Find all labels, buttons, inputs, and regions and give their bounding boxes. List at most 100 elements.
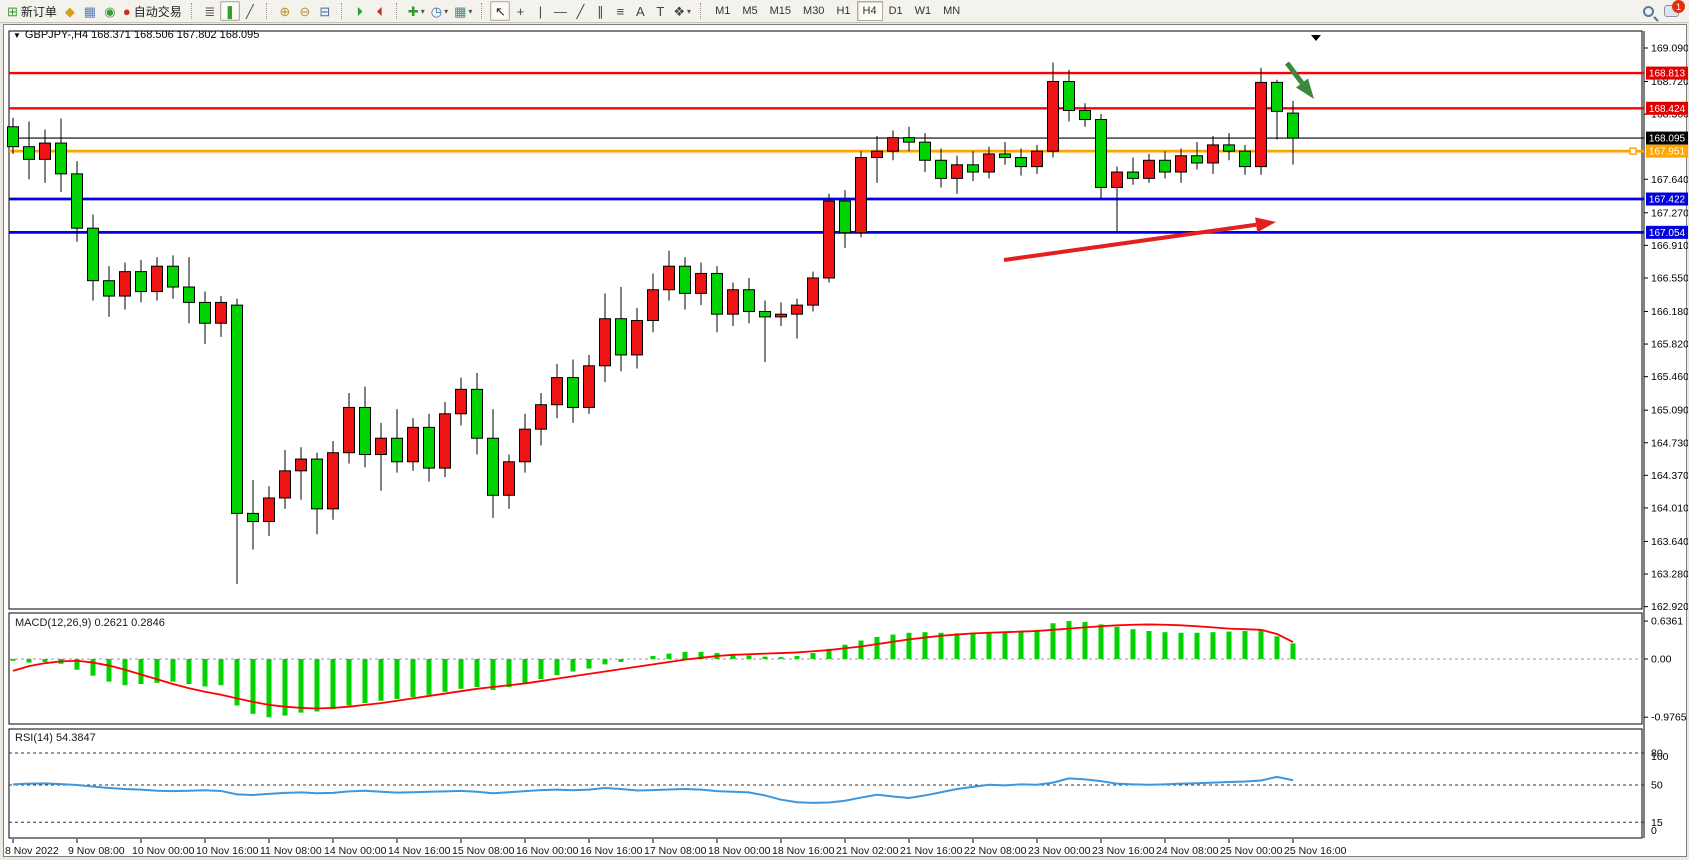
candle-body[interactable] <box>487 437 499 496</box>
candle-body[interactable] <box>167 265 179 288</box>
candle-body[interactable] <box>727 289 739 315</box>
candle-body[interactable] <box>39 142 51 160</box>
tile-windows-button[interactable]: ⊟ <box>315 1 335 21</box>
candle-body[interactable] <box>23 146 35 160</box>
line-chart-button[interactable]: ╱ <box>240 1 260 21</box>
candle-body[interactable] <box>455 388 467 415</box>
cursor-button[interactable]: ↖ <box>490 1 511 21</box>
candle-body[interactable] <box>423 426 435 469</box>
chevron-down-icon[interactable]: ▾ <box>420 6 425 16</box>
candle-body[interactable] <box>519 428 531 463</box>
zoom-out-button[interactable]: ⊖ <box>295 1 315 21</box>
candle-body[interactable] <box>439 413 451 469</box>
periods-button[interactable]: ◷ ▾ <box>428 1 451 21</box>
candle-body[interactable] <box>407 426 419 463</box>
candle-body[interactable] <box>1111 171 1123 188</box>
chat-icon[interactable]: 1 <box>1664 0 1685 17</box>
candle-body[interactable] <box>775 313 787 318</box>
candle-body[interactable] <box>887 137 899 152</box>
chart-shift-button[interactable]: ⏴ <box>370 1 390 21</box>
timeframe-w1[interactable]: W1 <box>914 5 932 17</box>
candle-body[interactable] <box>1143 159 1155 179</box>
timeframe-h4[interactable]: H4 <box>856 1 883 21</box>
candle-body[interactable] <box>567 377 579 408</box>
new-order-button[interactable]: ⊞ 新订单 <box>4 1 60 21</box>
trendline-button[interactable]: ╱ <box>570 1 590 21</box>
candle-body[interactable] <box>119 271 131 297</box>
candle-body[interactable] <box>135 271 147 293</box>
candle-body[interactable] <box>871 150 883 159</box>
candle-body[interactable] <box>263 497 275 523</box>
candle-body[interactable] <box>391 437 403 463</box>
navigator-button[interactable]: ◉ <box>100 1 120 21</box>
red-up-arrow-head[interactable] <box>1255 217 1276 233</box>
candle-body[interactable] <box>247 512 259 523</box>
candle-body[interactable] <box>823 200 835 279</box>
candle-body[interactable] <box>295 458 307 472</box>
timeframe-m5[interactable]: M5 <box>742 5 758 17</box>
candle-body[interactable] <box>615 318 627 356</box>
candle-body[interactable] <box>791 304 803 315</box>
candle-body[interactable] <box>279 470 291 499</box>
candle-body[interactable] <box>535 404 547 430</box>
green-down-arrow-head[interactable] <box>1296 78 1314 100</box>
candle-body[interactable] <box>663 265 675 291</box>
candle-body[interactable] <box>919 141 931 161</box>
timeframe-mn[interactable]: MN <box>943 5 961 17</box>
candlestick-button[interactable]: ❚ <box>219 1 240 21</box>
price-chart-canvas[interactable]: 169.090168.720168.360167.640167.270166.9… <box>4 25 1688 858</box>
crosshair-button[interactable]: + <box>510 1 530 21</box>
candle-body[interactable] <box>839 200 851 234</box>
timeframe-m15[interactable]: M15 <box>769 5 792 17</box>
candle-body[interactable] <box>311 458 323 510</box>
line-anchor-marker[interactable] <box>1629 147 1637 155</box>
candle-body[interactable] <box>1031 150 1043 168</box>
vline-button[interactable]: | <box>530 1 550 21</box>
hline-button[interactable]: — <box>550 1 570 21</box>
candle-body[interactable] <box>327 452 339 510</box>
chevron-down-icon[interactable]: ▾ <box>444 6 449 16</box>
candle-body[interactable] <box>1127 171 1139 179</box>
candle-body[interactable] <box>583 365 595 408</box>
candle-body[interactable] <box>503 461 515 496</box>
shift-marker[interactable] <box>1311 35 1321 41</box>
shapes-button[interactable]: ❖ ▾ <box>670 1 694 21</box>
timeframe-m30[interactable]: M30 <box>803 5 825 17</box>
timeframe-m1[interactable]: M1 <box>715 5 731 17</box>
candle-body[interactable] <box>199 301 211 324</box>
chevron-down-icon[interactable]: ▾ <box>468 6 473 16</box>
text-label-button[interactable]: T <box>650 1 670 21</box>
candle-body[interactable] <box>647 289 659 322</box>
bar-chart-button[interactable]: ≣ <box>200 1 220 21</box>
candle-body[interactable] <box>759 310 771 318</box>
candle-body[interactable] <box>215 301 227 324</box>
chevron-down-icon[interactable]: ▾ <box>687 6 692 16</box>
indicators-button[interactable]: ✚ ▾ <box>405 1 428 21</box>
candle-body[interactable] <box>87 227 99 282</box>
candle-body[interactable] <box>967 164 979 173</box>
candle-body[interactable] <box>951 164 963 179</box>
candle-body[interactable] <box>471 388 483 439</box>
candle-body[interactable] <box>1015 157 1027 168</box>
candle-body[interactable] <box>1159 159 1171 173</box>
candle-body[interactable] <box>183 286 195 303</box>
candle-body[interactable] <box>855 157 867 234</box>
candle-body[interactable] <box>1271 81 1283 112</box>
auto-scroll-button[interactable]: ⏵ <box>350 1 370 21</box>
candle-body[interactable] <box>807 277 819 306</box>
candle-body[interactable] <box>1063 80 1075 111</box>
candle-body[interactable] <box>1079 109 1091 121</box>
text-button[interactable]: A <box>630 1 650 21</box>
candle-body[interactable] <box>903 137 915 143</box>
red-up-arrow-shaft[interactable] <box>1003 222 1257 262</box>
candle-body[interactable] <box>231 304 243 514</box>
autotrading-button[interactable]: ● 自动交易 <box>120 1 185 21</box>
candle-body[interactable] <box>999 153 1011 159</box>
candle-body[interactable] <box>711 272 723 315</box>
candle-body[interactable] <box>55 142 67 175</box>
candle-body[interactable] <box>679 265 691 294</box>
candle-body[interactable] <box>375 437 387 456</box>
candle-body[interactable] <box>1191 155 1203 164</box>
candle-body[interactable] <box>343 406 355 454</box>
candle-body[interactable] <box>359 406 371 456</box>
